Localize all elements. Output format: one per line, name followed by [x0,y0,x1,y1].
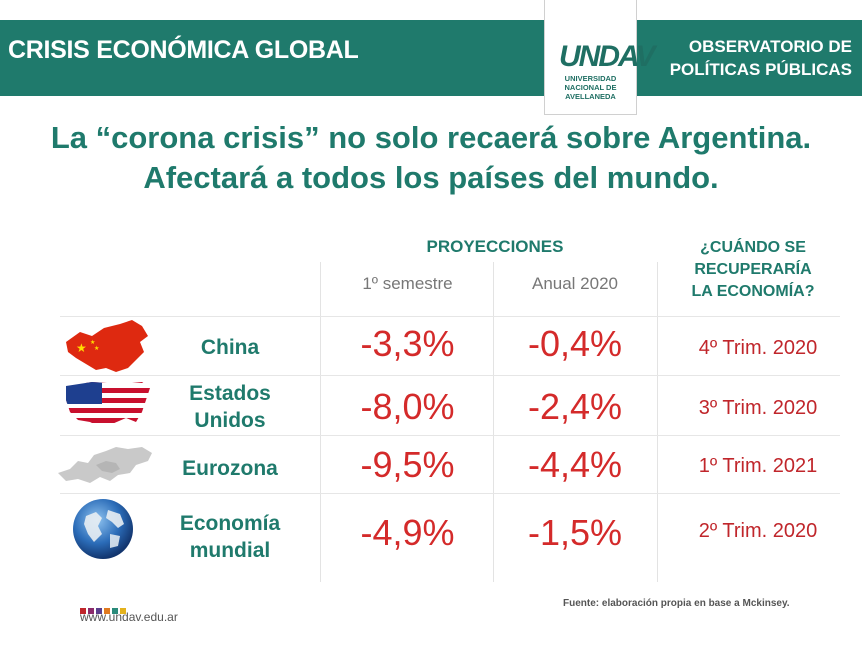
logo-text-line3: AVELLANEDA [565,92,616,101]
col-semestre-header: 1º semestre [362,274,453,293]
svg-text:★: ★ [90,339,95,346]
row-label-line1: Estados [189,382,271,405]
row-label-eurozona: Eurozona [160,455,300,482]
col-anual-header: Anual 2020 [531,274,619,293]
footer-url[interactable]: www.undav.edu.ar [80,610,178,624]
brand-dot [80,608,86,614]
value-anual: -0,4% [527,323,623,364]
grid-hline [60,375,840,376]
grid-vline [320,262,321,582]
logo-text-line2: NACIONAL DE [564,83,617,92]
header-org-line1: OBSERVATORIO DE [688,37,852,56]
brand-dot [96,608,102,614]
logo-text: UNIVERSIDAD NACIONAL DE AVELLANEDA [551,74,630,101]
header-org-line2: POLÍTICAS PÚBLICAS [669,60,852,79]
value-anual: -1,5% [527,512,623,553]
headline: La “corona crisis” no solo recaerá sobre… [0,118,862,198]
value-semestre: -4,9% [360,512,455,553]
brand-dots [80,601,128,619]
header-title: CRISIS ECONÓMICA GLOBAL [8,36,359,64]
svg-text:★: ★ [76,341,87,355]
grid-vline [657,262,658,582]
grid-vline [493,262,494,582]
grid-hline [60,493,840,494]
footer-source: Fuente: elaboración propia en base a Mck… [563,598,790,609]
logo-text-line1: UNIVERSIDAD [564,74,617,83]
value-semestre: -9,5% [360,444,455,485]
value-recovery: 4º Trim. 2020 [698,337,818,359]
row-label-line1: China [200,336,260,359]
logo-mark: UNDAV [559,40,655,73]
globe-icon [73,499,133,559]
row-label-line2: Unidos [194,409,266,432]
recovery-header-line1: ¿CUÁNDO SE [700,239,806,256]
value-semestre: -8,0% [360,386,455,427]
china-map-icon: ★ ★ ★ [66,320,148,372]
row-label-mundial: Economía mundial [160,510,300,564]
header-org: OBSERVATORIO DE POLÍTICAS PÚBLICAS [670,35,852,81]
value-recovery: 2º Trim. 2020 [698,520,818,542]
row-label-usa: Estados Unidos [160,380,300,434]
recovery-header: ¿CUÁNDO SE RECUPERARÍA LA ECONOMÍA? [668,237,838,303]
undav-logo: UNDAV UNIVERSIDAD NACIONAL DE AVELLANEDA [544,0,655,115]
row-label-line1: Economía [179,512,281,535]
svg-text:★: ★ [94,345,99,352]
row-label-line2: mundial [189,539,271,562]
headline-line1: La “corona crisis” no solo recaerá sobre… [50,120,812,155]
recovery-header-line3: LA ECONOMÍA? [691,283,815,300]
grid-hline [60,435,840,436]
proyecciones-header: PROYECCIONES [426,237,564,256]
brand-dot [88,608,94,614]
value-anual: -2,4% [527,386,623,427]
recovery-header-line2: RECUPERARÍA [694,261,812,278]
row-label-line1: Eurozona [182,457,278,480]
brand-dot [104,608,110,614]
value-semestre: -3,3% [360,323,455,364]
brand-dot [120,608,126,614]
value-recovery: 3º Trim. 2020 [698,397,818,419]
value-recovery: 1º Trim. 2021 [698,455,818,477]
value-anual: -4,4% [527,444,623,485]
row-label-china: China [160,334,300,361]
europe-map-icon [58,447,152,483]
headline-line2: Afectará a todos los países del mundo. [143,160,719,195]
brand-dot [112,608,118,614]
header-bar [0,20,862,96]
usa-map-icon [66,382,150,428]
grid-hline [60,316,840,317]
